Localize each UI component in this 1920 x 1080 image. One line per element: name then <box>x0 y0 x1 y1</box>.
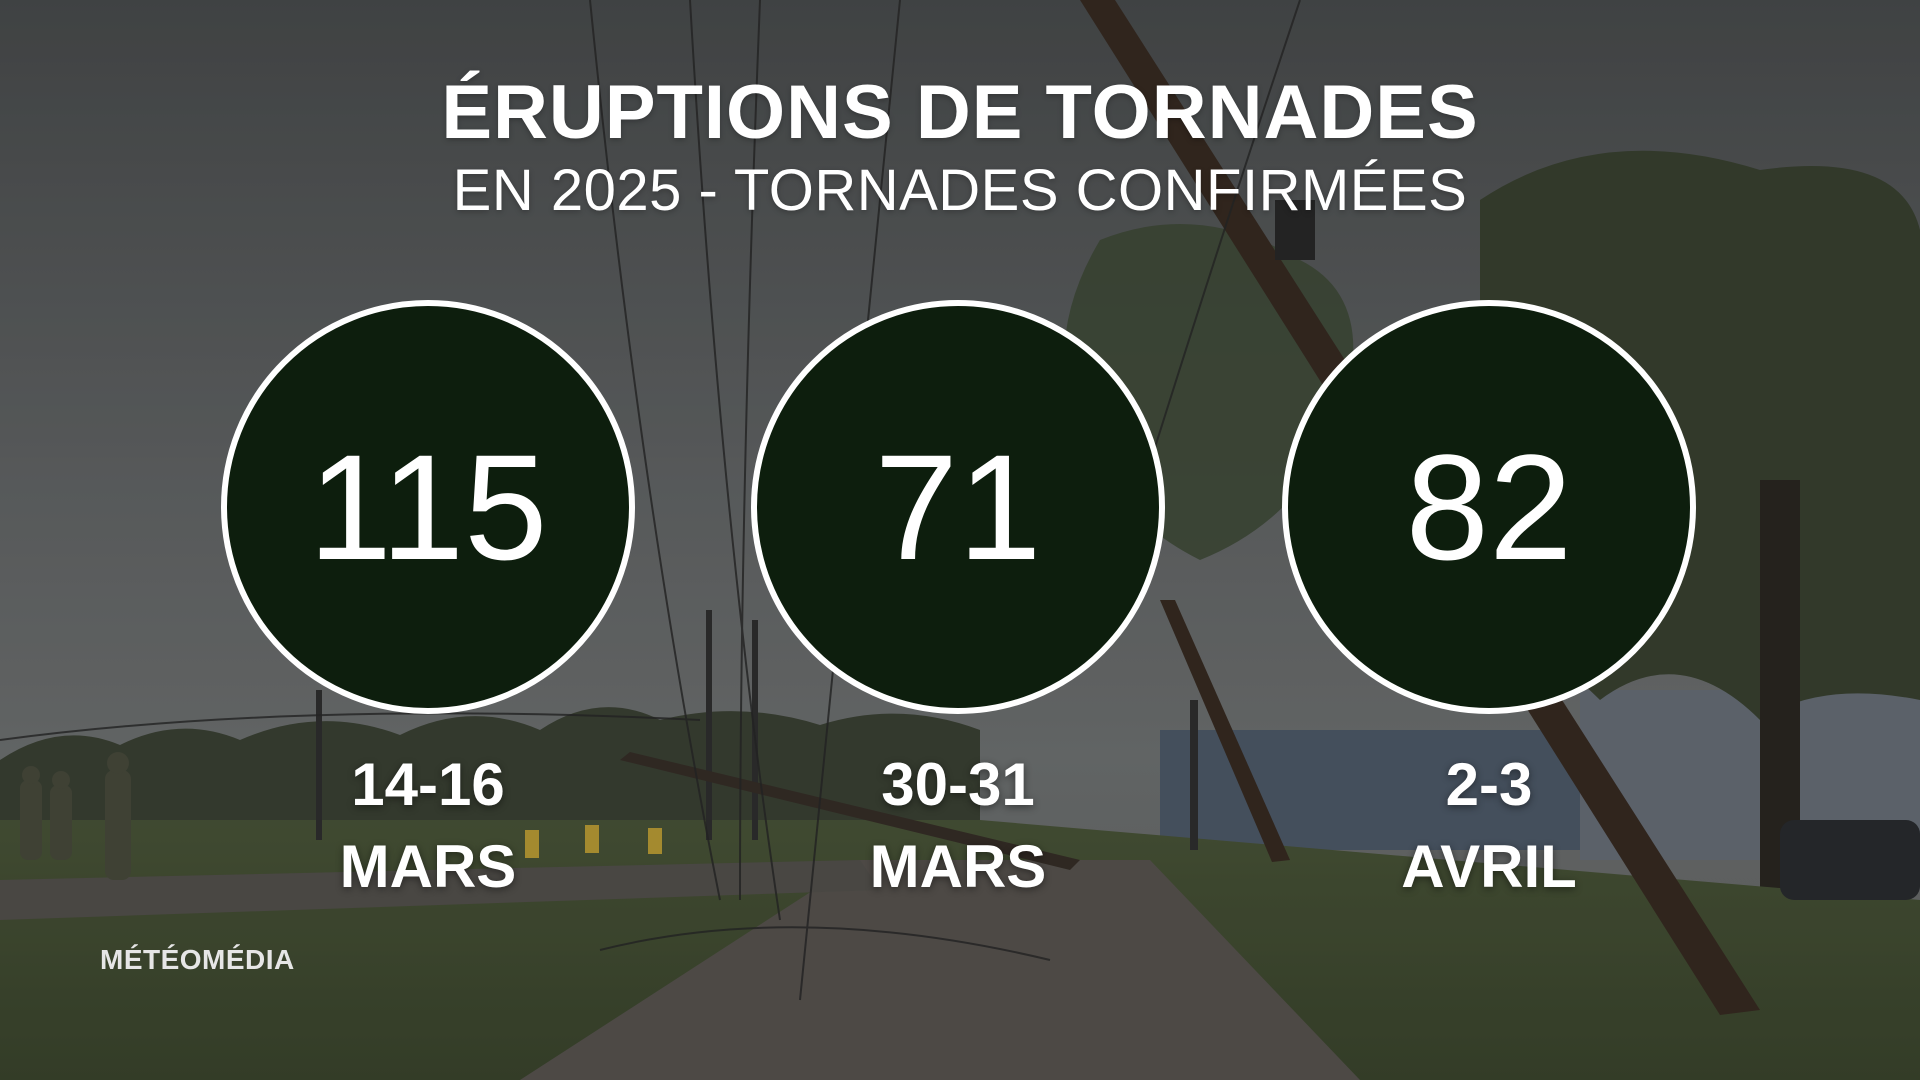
date-range: 30-31 <box>881 751 1035 818</box>
date-range: 2-3 <box>1445 751 1533 818</box>
stat-outbreak-1: 115 14-16 MARS <box>218 300 638 908</box>
stat-circle: 82 <box>1282 300 1696 714</box>
date-range: 14-16 <box>351 751 505 818</box>
title-block: ÉRUPTIONS DE TORNADES EN 2025 - TORNADES… <box>0 68 1920 224</box>
date-label: 14-16 MARS <box>218 744 638 908</box>
brand-logo-text: MÉTÉOMÉDIA <box>100 944 295 975</box>
date-month: AVRIL <box>1401 833 1577 900</box>
date-month: MARS <box>869 833 1047 900</box>
stat-circle: 115 <box>221 300 635 714</box>
tornado-count: 115 <box>308 423 548 591</box>
date-label: 2-3 AVRIL <box>1279 744 1699 908</box>
page-subtitle: EN 2025 - TORNADES CONFIRMÉES <box>452 158 1468 223</box>
stat-circle: 71 <box>751 300 1165 714</box>
tornado-count: 71 <box>874 423 1042 591</box>
stat-outbreak-3: 82 2-3 AVRIL <box>1279 300 1699 908</box>
tornado-count: 82 <box>1405 423 1573 591</box>
date-label: 30-31 MARS <box>748 744 1168 908</box>
date-month: MARS <box>339 833 517 900</box>
stat-outbreak-2: 71 30-31 MARS <box>748 300 1168 908</box>
page-title: ÉRUPTIONS DE TORNADES <box>441 70 1479 155</box>
